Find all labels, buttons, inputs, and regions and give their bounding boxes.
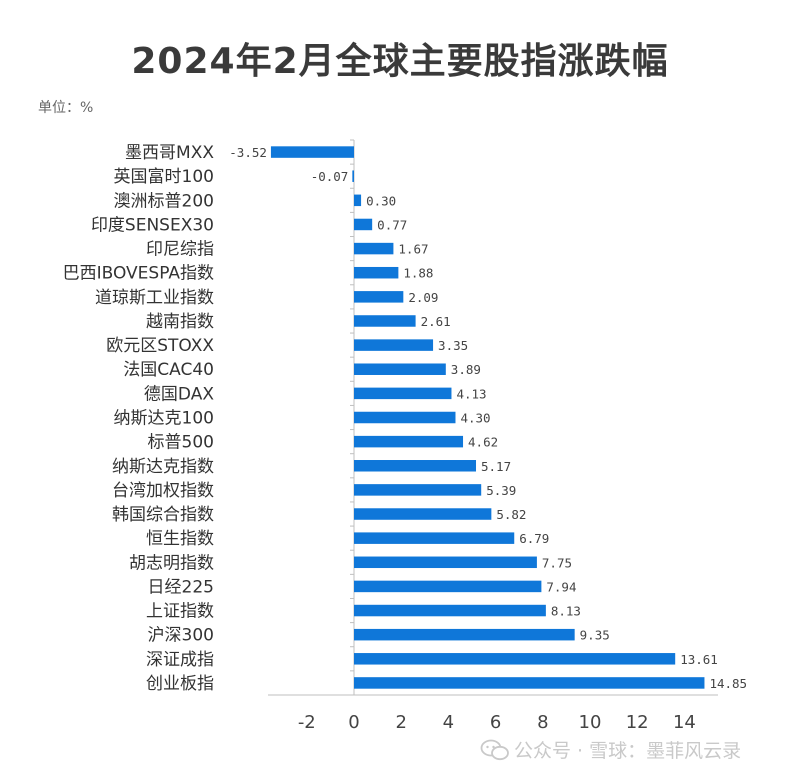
category-label: 印尼综指: [146, 240, 214, 260]
value-label: -0.07: [311, 169, 349, 184]
value-label: 5.82: [496, 507, 526, 522]
x-tick-label: 4: [443, 712, 454, 733]
bar: [352, 170, 354, 182]
value-label: 8.13: [551, 604, 581, 619]
bar: [354, 315, 416, 327]
category-label: 纳斯达克100: [114, 409, 214, 429]
bar: [270, 146, 354, 158]
value-label: 2.09: [408, 290, 438, 305]
bar: [354, 339, 434, 351]
x-tick-label: 8: [537, 712, 548, 733]
bar: [354, 556, 537, 569]
value-label: -3.52: [229, 145, 267, 160]
category-label: 印度SENSEX30: [91, 215, 214, 235]
category-label: 上证指数: [146, 602, 214, 622]
category-label: 标普500: [148, 433, 214, 453]
chart-title: 2024年2月全球主要股指涨跌幅: [131, 41, 669, 82]
bar: [354, 387, 452, 400]
bar: [354, 291, 404, 303]
category-label: 墨西哥MXX: [125, 143, 214, 163]
bar: [354, 266, 399, 279]
value-label: 0.77: [377, 217, 407, 232]
category-label: 胡志明指数: [129, 553, 214, 573]
category-label: 道琼斯工业指数: [95, 288, 214, 308]
bar: [354, 484, 482, 496]
bar: [354, 411, 456, 424]
value-label: 4.13: [456, 386, 486, 401]
bar: [354, 242, 394, 255]
value-label: 13.61: [680, 652, 718, 667]
value-label: 7.94: [546, 579, 576, 594]
bar: [354, 508, 492, 520]
category-label: 日经225: [148, 577, 214, 597]
bar: [354, 435, 464, 448]
x-tick-label: 0: [348, 712, 359, 733]
wechat-icon: [480, 739, 509, 760]
x-tick-label: 6: [490, 712, 501, 733]
category-label: 沪深300: [148, 626, 214, 646]
x-tick-label: -2: [298, 712, 316, 733]
category-label: 创业板指: [146, 674, 214, 694]
value-label: 1.88: [403, 266, 433, 281]
x-tick-label: 14: [673, 712, 696, 733]
bar: [354, 604, 546, 617]
value-label: 6.79: [519, 531, 549, 546]
value-label: 3.89: [451, 362, 481, 377]
category-label: 纳斯达克指数: [112, 457, 214, 477]
value-label: 5.39: [486, 483, 516, 498]
category-label: 英国富时100: [114, 167, 214, 187]
x-tick-label: 10: [579, 712, 602, 733]
value-label: 5.17: [481, 459, 511, 474]
value-label: 9.35: [580, 628, 610, 643]
category-label: 澳洲标普200: [114, 191, 214, 211]
category-label: 法国CAC40: [123, 360, 214, 380]
bar: [354, 653, 676, 665]
value-label: 1.67: [398, 242, 428, 257]
category-label: 恒生指数: [146, 529, 214, 549]
category-label: 台湾加权指数: [112, 481, 214, 501]
value-label: 4.62: [468, 435, 498, 450]
bar: [354, 194, 362, 207]
category-label: 欧元区STOXX: [106, 336, 214, 356]
category-label: 韩国综合指数: [112, 505, 214, 525]
watermark: 公众号 · 雪球：墨菲风云录: [480, 736, 741, 763]
bar: [354, 628, 575, 641]
unit-label: 单位：%: [38, 100, 94, 116]
x-tick-label: 2: [395, 712, 406, 733]
bar: [354, 677, 705, 689]
value-label: 4.30: [460, 411, 490, 426]
category-label: 深证成指: [146, 650, 214, 670]
bar: [354, 580, 542, 593]
bar: [354, 532, 515, 544]
value-label: 14.85: [709, 676, 747, 691]
category-label: 巴西IBOVESPA指数: [63, 264, 214, 284]
value-label: 0.30: [366, 193, 396, 208]
category-label: 越南指数: [146, 312, 214, 332]
watermark-text: 公众号 · 雪球：墨菲风云录: [514, 740, 742, 762]
value-label: 7.75: [542, 555, 572, 570]
value-label: 3.35: [438, 338, 468, 353]
bar: [354, 363, 446, 375]
category-label: 德国DAX: [144, 384, 214, 404]
x-tick-label: 12: [626, 712, 649, 733]
bar: [354, 460, 477, 472]
bar: [354, 218, 373, 231]
value-label: 2.61: [421, 314, 451, 329]
